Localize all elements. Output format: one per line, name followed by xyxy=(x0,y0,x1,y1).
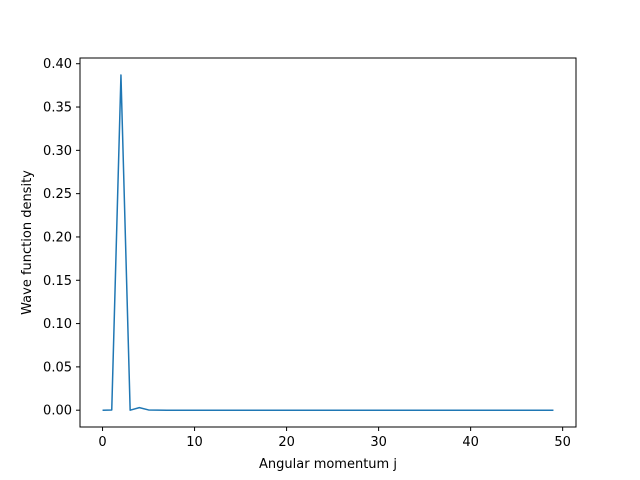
y-tick-label: 0.30 xyxy=(43,144,72,159)
series-line-0 xyxy=(102,74,554,411)
x-tick-label: 50 xyxy=(554,435,571,450)
x-tick-label: 0 xyxy=(98,435,106,450)
data-layer xyxy=(102,74,554,411)
y-tick-label: 0.15 xyxy=(43,274,72,289)
x-tick-label: 20 xyxy=(278,435,295,450)
x-axis-ticks: 0 10 20 30 40 50 xyxy=(98,427,571,450)
x-tick-label: 30 xyxy=(370,435,387,450)
y-axis-ticks: 0.00 0.05 0.10 0.15 0.20 0.25 0.30 0.35 0.40 xyxy=(43,57,80,419)
y-tick-label: 0.40 xyxy=(43,57,72,72)
y-tick-label: 0.10 xyxy=(43,317,72,332)
y-tick-label: 0.00 xyxy=(43,404,72,419)
y-tick-label: 0.20 xyxy=(43,230,72,245)
x-tick-label: 10 xyxy=(186,435,203,450)
y-axis-label: Wave function density xyxy=(20,170,35,315)
y-tick-label: 0.05 xyxy=(43,360,72,375)
x-axis-label: Angular momentum j xyxy=(259,457,397,472)
plot-area xyxy=(80,58,576,427)
y-tick-label: 0.35 xyxy=(43,101,72,116)
x-tick-label: 40 xyxy=(462,435,479,450)
plot-frame xyxy=(79,57,577,428)
y-tick-label: 0.25 xyxy=(43,187,72,202)
